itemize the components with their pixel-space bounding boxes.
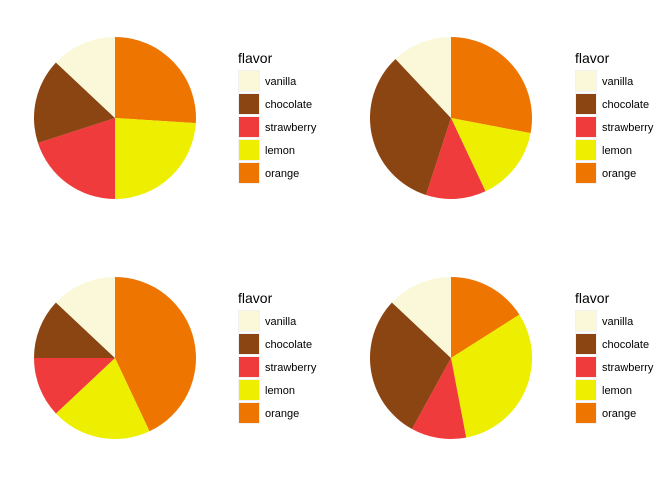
pie-slice-strawberry (34, 358, 115, 414)
pie-slice-lemon (55, 358, 150, 440)
legend-label-orange: orange (265, 408, 299, 420)
legend-key-vanilla (239, 311, 259, 331)
pie-slice-lemon (451, 314, 533, 438)
pie-panel-2: flavor vanilla chocolate strawberry lemon ora… (369, 37, 654, 200)
legend-label-chocolate: chocolate (602, 99, 649, 111)
legend-label-vanilla: vanilla (265, 76, 297, 88)
pie-slice-strawberry (37, 118, 115, 199)
legend-label-lemon: lemon (265, 145, 295, 157)
pie-panel-3: flavor vanilla chocolate strawberry lemon ora… (34, 277, 317, 440)
legend-label-vanilla: vanilla (265, 316, 297, 328)
legend-key-orange (576, 403, 596, 423)
legend-title: flavor (238, 50, 273, 66)
pie-slice-vanilla (55, 37, 115, 118)
legend-key-lemon (239, 380, 259, 400)
pie-slice-vanilla (391, 277, 451, 358)
legend-key-strawberry (576, 117, 596, 137)
legend-title: flavor (238, 290, 273, 306)
legend-key-strawberry (239, 117, 259, 137)
legend-key-vanilla (239, 71, 259, 91)
legend-key-lemon (239, 140, 259, 160)
pie-slice-orange (115, 37, 197, 124)
pie-slice-chocolate (369, 58, 451, 196)
legend-label-strawberry: strawberry (602, 122, 654, 134)
legend-label-strawberry: strawberry (265, 362, 317, 374)
legend: flavor vanilla chocolate strawberry lemon ora… (575, 290, 654, 424)
legend-label-chocolate: chocolate (265, 339, 312, 351)
pie-slice-strawberry (425, 118, 486, 200)
pie-slice-chocolate (369, 302, 451, 429)
legend-title: flavor (575, 50, 610, 66)
pie-slice-chocolate (34, 302, 115, 358)
legend-key-vanilla (576, 71, 596, 91)
legend-key-vanilla (576, 311, 596, 331)
legend-key-lemon (576, 380, 596, 400)
legend-label-orange: orange (602, 168, 636, 180)
legend-key-chocolate (239, 94, 259, 114)
pie-slice-vanilla (395, 37, 451, 118)
legend-label-chocolate: chocolate (265, 99, 312, 111)
pie-slice-orange (451, 37, 533, 134)
pie-slice-orange (451, 277, 520, 358)
pie-slice-vanilla (55, 277, 115, 358)
pie-slice-lemon (115, 118, 196, 199)
legend-key-chocolate (576, 94, 596, 114)
legend-key-chocolate (576, 334, 596, 354)
legend-label-lemon: lemon (602, 385, 632, 397)
legend-key-orange (239, 163, 259, 183)
pie-panel-1: flavor vanilla chocolate strawberry lemon ora… (33, 37, 317, 199)
pie-slice-strawberry (411, 358, 467, 440)
legend-key-orange (576, 163, 596, 183)
legend-label-strawberry: strawberry (602, 362, 654, 374)
legend-label-vanilla: vanilla (602, 316, 634, 328)
pie-slice-orange (115, 277, 196, 432)
legend-title: flavor (575, 290, 610, 306)
legend-key-strawberry (239, 357, 259, 377)
legend-key-orange (239, 403, 259, 423)
legend-label-orange: orange (265, 168, 299, 180)
legend: flavor vanilla chocolate strawberry lemon ora… (575, 50, 654, 184)
legend-label-strawberry: strawberry (265, 122, 317, 134)
legend-label-chocolate: chocolate (602, 339, 649, 351)
pie-panel-4: flavor vanilla chocolate strawberry lemon ora… (369, 277, 654, 440)
legend-key-lemon (576, 140, 596, 160)
pie-slice-chocolate (33, 62, 115, 144)
legend-key-strawberry (576, 357, 596, 377)
legend-label-vanilla: vanilla (602, 76, 634, 88)
legend-key-chocolate (239, 334, 259, 354)
legend-label-orange: orange (602, 408, 636, 420)
legend-label-lemon: lemon (265, 385, 295, 397)
legend-label-lemon: lemon (602, 145, 632, 157)
legend: flavor vanilla chocolate strawberry lemon ora… (238, 50, 317, 184)
pie-slice-lemon (451, 118, 531, 192)
legend: flavor vanilla chocolate strawberry lemon ora… (238, 290, 317, 424)
